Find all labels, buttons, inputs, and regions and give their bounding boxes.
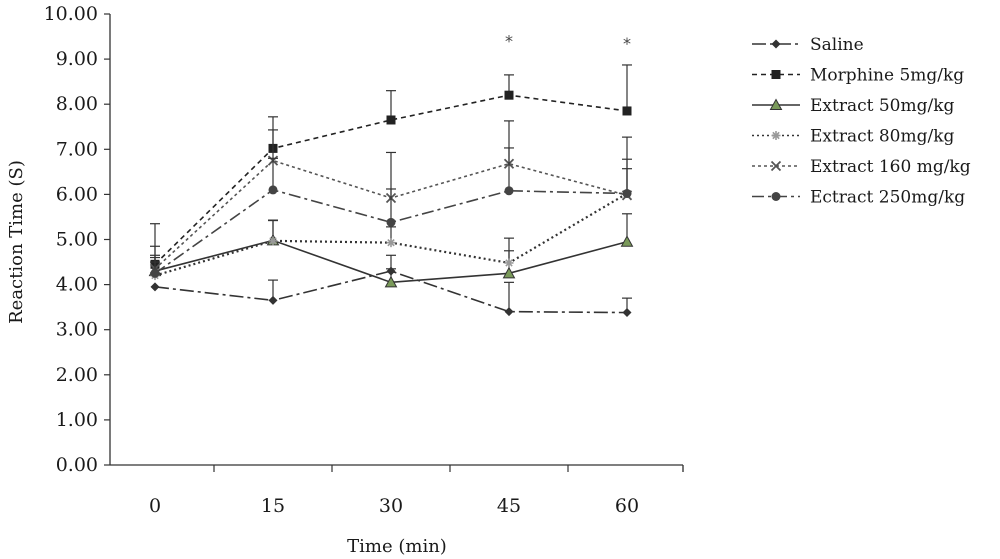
x-tick-label: 45 bbox=[497, 495, 521, 517]
data-point bbox=[150, 282, 160, 292]
legend-label: Morphine 5mg/kg bbox=[810, 66, 964, 86]
x-tick-label: 60 bbox=[615, 495, 639, 517]
legend-label: Ectract 250mg/kg bbox=[810, 188, 965, 208]
data-point bbox=[622, 188, 632, 198]
legend-item: Saline bbox=[752, 35, 864, 55]
error-bar bbox=[150, 223, 160, 274]
legend-item: Ectract 250mg/kg bbox=[752, 188, 965, 208]
significance-marker: * bbox=[505, 32, 513, 51]
data-point bbox=[504, 186, 514, 196]
x-tick-label: 15 bbox=[261, 495, 285, 517]
legend-marker bbox=[771, 70, 781, 79]
x-tick-label: 0 bbox=[149, 495, 161, 517]
data-point bbox=[386, 217, 396, 227]
legend-item: Extract 160 mg/kg bbox=[752, 157, 971, 177]
error-bar bbox=[386, 90, 396, 120]
y-tick-labels: 0.00 1.00 2.00 3.00 4.00 5.00 6.00 7.00 8.00 9.00… bbox=[44, 3, 98, 476]
significance-marker: * bbox=[623, 34, 631, 53]
x-tick-label: 30 bbox=[379, 495, 403, 517]
data-point bbox=[622, 308, 632, 318]
y-tick-label: 8.00 bbox=[56, 93, 98, 115]
y-tick-label: 5.00 bbox=[56, 229, 98, 251]
series-line bbox=[154, 189, 628, 274]
data-point bbox=[150, 268, 160, 278]
data-point bbox=[502, 266, 516, 279]
data-point bbox=[504, 258, 514, 268]
series-line bbox=[154, 270, 628, 314]
error-bar bbox=[622, 136, 632, 194]
legend-item: Extract 50mg/kg bbox=[752, 96, 955, 116]
y-tick-label: 3.00 bbox=[56, 319, 98, 341]
data-point bbox=[268, 185, 278, 195]
y-tick-label: 7.00 bbox=[56, 138, 98, 160]
error-bar bbox=[268, 157, 278, 190]
data-point bbox=[268, 236, 278, 246]
series-6 bbox=[150, 136, 632, 278]
plot-area bbox=[148, 64, 634, 318]
error-bar bbox=[268, 129, 278, 161]
data-point bbox=[386, 115, 396, 125]
legend-item: Extract 80mg/kg bbox=[752, 127, 955, 147]
legend-label: Extract 50mg/kg bbox=[810, 96, 955, 116]
legend-label: Extract 80mg/kg bbox=[810, 127, 955, 147]
error-bar bbox=[622, 64, 632, 111]
data-point bbox=[386, 238, 396, 248]
y-tick-label: 2.00 bbox=[56, 364, 98, 386]
data-point bbox=[268, 295, 278, 305]
y-tick-label: 1.00 bbox=[56, 409, 98, 431]
y-axis-title: Reaction Time (S) bbox=[6, 160, 27, 324]
legend-marker bbox=[771, 192, 781, 201]
series-line bbox=[154, 94, 628, 265]
error-bar bbox=[504, 281, 514, 312]
axes bbox=[104, 13, 684, 472]
y-tick-label: 6.00 bbox=[56, 183, 98, 205]
error-bar bbox=[504, 147, 514, 191]
legend: Saline Morphine 5mg/kg Extract 50mg/kg Extr… bbox=[752, 35, 971, 208]
y-tick-label: 9.00 bbox=[56, 48, 98, 70]
data-point bbox=[622, 106, 632, 116]
error-bar bbox=[386, 151, 396, 223]
x-axis-title: Time (min) bbox=[347, 536, 447, 557]
data-point bbox=[384, 275, 398, 288]
x-tick-labels: 0 15 30 45 60 bbox=[149, 495, 639, 517]
legend-item: Morphine 5mg/kg bbox=[752, 66, 964, 86]
y-tick-label: 4.00 bbox=[56, 274, 98, 296]
data-point bbox=[504, 90, 514, 100]
legend-marker bbox=[771, 39, 781, 49]
data-point bbox=[620, 235, 634, 247]
legend-marker bbox=[769, 98, 783, 110]
y-tick-label: 10.00 bbox=[44, 3, 98, 25]
data-point bbox=[504, 307, 514, 317]
legend-marker bbox=[770, 160, 782, 172]
legend-label: Extract 160 mg/kg bbox=[810, 157, 971, 177]
legend-marker bbox=[771, 131, 781, 140]
annotations: * * bbox=[505, 32, 631, 53]
legend-label: Saline bbox=[810, 35, 864, 55]
series-1 bbox=[150, 254, 632, 318]
y-tick-label: 0.00 bbox=[56, 454, 98, 476]
